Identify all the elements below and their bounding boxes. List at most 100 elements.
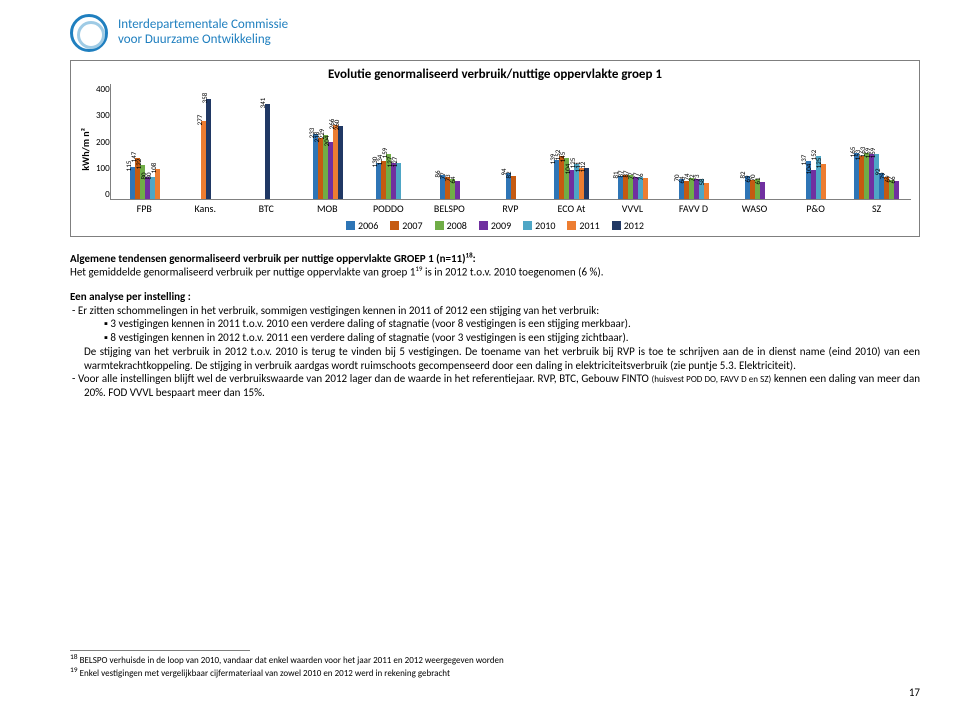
bar: 108: [155, 169, 160, 199]
plot: 1151471228080108277358341233218229204266…: [110, 84, 911, 200]
bar-value-label: 104: [804, 164, 813, 175]
footnote-19: 19 Enkel vestigingen met vergelijkbaar c…: [70, 666, 890, 679]
legend-swatch: [390, 221, 399, 230]
x-label: Kans.: [175, 202, 236, 215]
y-tick: 100: [96, 163, 110, 174]
bar: 112: [584, 168, 589, 199]
legend-item: 2011: [567, 219, 599, 232]
bar-group: 139152145104125111112: [541, 156, 602, 199]
bar-value-label: 61: [753, 177, 762, 184]
x-label: BTC: [236, 202, 297, 215]
chart-area: kWh/m n² 4003002001000 11514712280801082…: [79, 84, 911, 215]
bar-value-label: 112: [578, 161, 587, 172]
legend-label: 2011: [579, 219, 599, 232]
bar: 358: [206, 99, 211, 199]
bar-group: 277358: [176, 99, 237, 199]
legend-label: 2012: [624, 219, 644, 232]
org-line2: voor Duurzame Ontwikkeling: [118, 33, 288, 48]
bar: 127: [396, 163, 401, 199]
bar-value-label: 82: [504, 171, 513, 178]
sq-1: 3 vestigingen kennen in 2011 t.o.v. 2010…: [118, 317, 920, 331]
bar-value-label: 122: [134, 159, 143, 170]
legend-label: 2008: [447, 219, 467, 232]
legend-swatch: [523, 221, 532, 230]
bar: 82: [511, 176, 516, 199]
x-label: P&O: [785, 202, 846, 215]
bar-value-label: 358: [200, 92, 209, 103]
para-followup: De stijging van het verbruik in 2012 t.o…: [84, 345, 920, 373]
bar: 260: [338, 126, 343, 199]
bar-value-label: 204: [322, 136, 331, 147]
bar: 61: [760, 182, 765, 199]
bullet-1: Er zitten schommelingen in het verbruik,…: [84, 304, 920, 373]
legend-item: 2006: [346, 219, 378, 232]
tendenzen-head: Algemene tendensen genormaliseerd verbru…: [70, 252, 476, 265]
bar: 125: [821, 164, 826, 199]
bullet-2: Voor alle instellingen blijft wel de ver…: [84, 372, 920, 400]
bar-group: 341: [237, 104, 298, 199]
bar-group: 9482: [480, 173, 541, 199]
logo-icon: [70, 14, 108, 52]
legend-swatch: [479, 221, 488, 230]
x-label: PODDO: [358, 202, 419, 215]
bullet-list: Er zitten schommelingen in het verbruik,…: [70, 304, 920, 400]
footnote-18: 18 BELSPO verhuisde in de loop van 2010,…: [70, 653, 890, 666]
chart-container: Evolutie genormaliseerd verbruik/nuttige…: [70, 60, 920, 237]
legend-item: 2010: [523, 219, 555, 232]
bar: 341: [265, 104, 270, 199]
footnotes: 18 BELSPO verhuisde in de loop van 2010,…: [70, 650, 250, 679]
legend-label: 2006: [358, 219, 378, 232]
legend: 2006 2007 2008 2009 2010 2011 2012: [79, 219, 911, 232]
y-axis-label: kWh/m n²: [79, 128, 92, 171]
legend-label: 2007: [402, 219, 422, 232]
x-label: MOB: [297, 202, 358, 215]
bar-group: 16515316315915992796966: [846, 153, 907, 199]
bar-group: 1151471228080108: [115, 158, 176, 199]
bar-value-label: 127: [390, 157, 399, 168]
y-tick: 0: [96, 189, 110, 200]
bar-value-label: 66: [888, 176, 897, 183]
bar-value-label: 58: [697, 178, 706, 185]
legend-swatch: [346, 221, 355, 230]
bar-value-label: 108: [149, 162, 158, 173]
bar-value-label: 277: [195, 115, 204, 126]
bar-group: 818787777776: [602, 175, 663, 199]
x-label: FAVV D: [663, 202, 724, 215]
x-label: WASO: [724, 202, 785, 215]
bar-group: 82697061: [724, 176, 785, 199]
bar-value-label: 260: [332, 120, 341, 131]
bar-group: 137104152125: [785, 156, 846, 199]
org-title: Interdepartementale Commissie voor Duurz…: [118, 18, 288, 48]
x-label: BELSPO: [419, 202, 480, 215]
chart-title: Evolutie genormaliseerd verbruik/nuttige…: [79, 67, 911, 82]
sq-2: 8 vestigingen kennen in 2012 t.o.v. 2011…: [118, 331, 920, 345]
legend-label: 2010: [535, 219, 555, 232]
legend-swatch: [435, 221, 444, 230]
y-tick: 300: [96, 110, 110, 121]
y-tick: 400: [96, 84, 110, 95]
bar-value-label: 64: [448, 177, 457, 184]
y-tick: 200: [96, 137, 110, 148]
bar-value-label: 125: [814, 158, 823, 169]
plot-wrap: 1151471228080108277358341233218229204266…: [110, 84, 911, 215]
bar-group: 86777364: [419, 175, 480, 199]
bar: 58: [704, 183, 709, 199]
bar-group: 706474727358: [663, 178, 724, 199]
x-label: RVP: [480, 202, 541, 215]
analyse-head: Een analyse per instelling :: [70, 290, 191, 303]
legend-label: 2009: [491, 219, 511, 232]
bar-value-label: 341: [258, 97, 267, 108]
legend-item: 2009: [479, 219, 511, 232]
bar-group: 233218229204266260: [298, 125, 359, 199]
bar-group: 130134159127127: [359, 154, 420, 199]
x-label: FPB: [114, 202, 175, 215]
legend-item: 2008: [435, 219, 467, 232]
body-text: Algemene tendensen genormaliseerd verbru…: [70, 251, 920, 400]
x-label: ECO At: [541, 202, 602, 215]
y-ticks: 400 300 200 100 0: [96, 84, 110, 200]
bar: 76: [643, 178, 648, 199]
legend-swatch: [612, 221, 621, 230]
page-header: Interdepartementale Commissie voor Duurz…: [70, 14, 920, 52]
legend-swatch: [567, 221, 576, 230]
page-number: 17: [909, 686, 920, 699]
